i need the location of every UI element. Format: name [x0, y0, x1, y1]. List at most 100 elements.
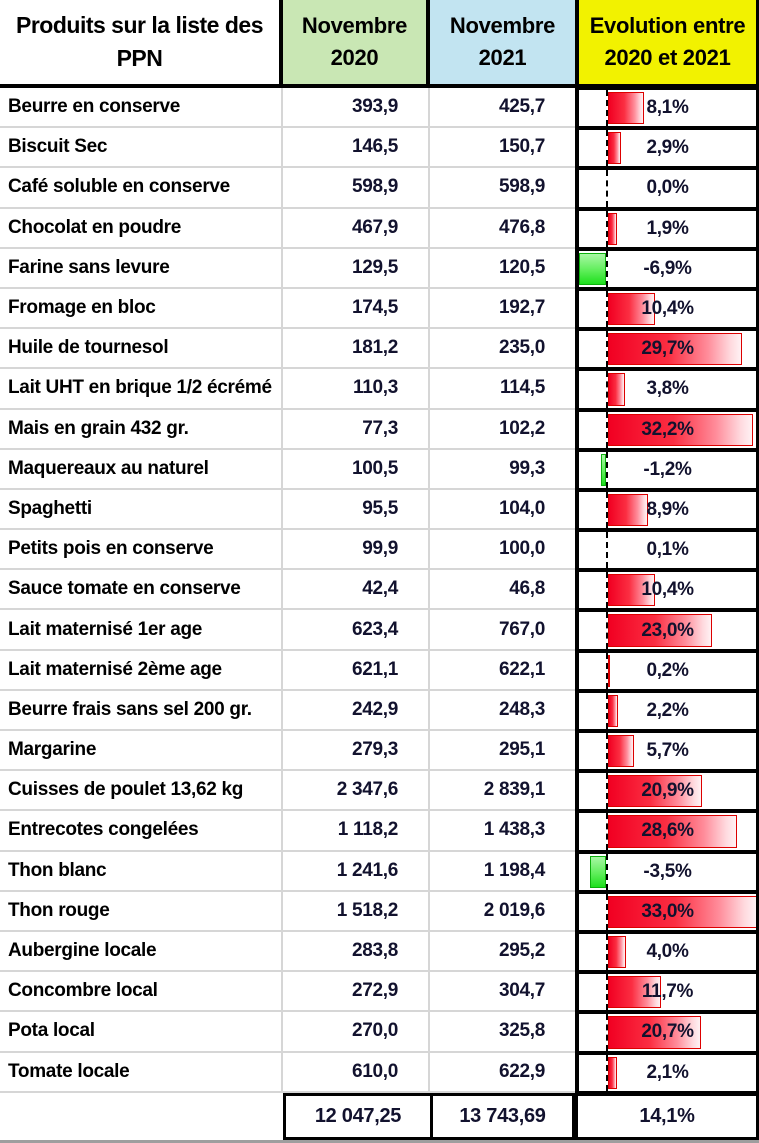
value-2021: 325,8: [430, 1012, 575, 1053]
evolution-bar: [590, 855, 606, 888]
zero-axis-line: [606, 813, 608, 850]
evolution-cell: 2,9%: [575, 128, 759, 169]
evolution-bar: [608, 815, 737, 848]
value-2020: 129,5: [283, 248, 430, 289]
footer-empty-cell: [0, 1092, 283, 1140]
evolution-bar: [608, 92, 644, 125]
evolution-bar: [608, 493, 648, 527]
zero-axis-line: [606, 733, 608, 770]
product-name: Cuisses de poulet 13,62 kg: [0, 771, 283, 812]
value-2020: 110,3: [283, 369, 430, 410]
product-name: Maquereaux au naturel: [0, 449, 283, 490]
value-2021: 295,2: [430, 931, 575, 973]
evolution-value: 0,2%: [646, 659, 689, 681]
zero-axis-line: [606, 250, 608, 287]
table-row: Beurre frais sans sel 200 gr. 242,9 248,…: [0, 690, 759, 731]
evolution-bar: [601, 453, 606, 486]
product-name: Lait maternisé 2ème age: [0, 650, 283, 691]
evolution-cell: -3,5%: [575, 851, 759, 892]
evolution-cell: 1,9%: [575, 208, 759, 249]
evolution-value: -6,9%: [643, 257, 692, 279]
evolution-cell: 32,2%: [575, 409, 759, 450]
evolution-value: 2,9%: [646, 137, 689, 159]
product-name: Thon blanc: [0, 851, 283, 892]
evolution-bar: [608, 574, 655, 607]
zero-axis-line: [606, 652, 608, 689]
value-2020: 146,5: [283, 128, 430, 169]
zero-axis-line: [606, 451, 608, 488]
evolution-bar: [608, 1016, 701, 1049]
zero-axis-line: [606, 612, 608, 649]
evolution-bar: [608, 775, 702, 808]
header-novembre-2021: Novembre 2021: [430, 0, 575, 84]
evolution-bar: [608, 935, 626, 969]
table-body: Beurre en conserve 393,9 425,7 8,1% Bisc…: [0, 88, 759, 1093]
product-name: Aubergine locale: [0, 931, 283, 973]
table-row: Maquereaux au naturel 100,5 99,3 -1,2%: [0, 449, 759, 490]
header-novembre-2020: Novembre 2020: [283, 0, 430, 84]
value-2020: 283,8: [283, 931, 430, 973]
evolution-cell: 8,1%: [575, 88, 759, 129]
value-2020: 174,5: [283, 288, 430, 330]
zero-axis-line: [606, 411, 608, 448]
zero-axis-line: [606, 853, 608, 890]
product-name: Sauce tomate en conserve: [0, 570, 283, 611]
value-2020: 242,9: [283, 690, 430, 731]
product-name: Thon rouge: [0, 891, 283, 932]
evolution-cell: 0,0%: [575, 168, 759, 209]
product-name: Beurre frais sans sel 200 gr.: [0, 690, 283, 731]
evolution-value: 29,7%: [641, 338, 694, 360]
product-name: Pota local: [0, 1012, 283, 1053]
evolution-cell: 20,9%: [575, 771, 759, 812]
evolution-bar: [608, 292, 655, 326]
value-2021: 2 839,1: [430, 771, 575, 812]
value-2021: 99,3: [430, 449, 575, 490]
total-2020: 12 047,25: [283, 1092, 430, 1140]
table-row: Thon rouge 1 518,2 2 019,6 33,0%: [0, 891, 759, 932]
evolution-cell: 23,0%: [575, 610, 759, 651]
evolution-value: 3,8%: [646, 378, 689, 400]
table-row: Fromage en bloc 174,5 192,7 10,4%: [0, 288, 759, 330]
evolution-bar: [608, 654, 610, 687]
zero-axis-line: [606, 692, 608, 729]
zero-axis-line: [606, 290, 608, 328]
evolution-bar: [608, 413, 753, 446]
evolution-cell: 29,7%: [575, 329, 759, 370]
evolution-bar: [608, 333, 742, 366]
table-row: Aubergine locale 283,8 295,2 4,0%: [0, 931, 759, 973]
evolution-value: -3,5%: [643, 860, 692, 882]
evolution-value: 28,6%: [641, 820, 694, 842]
table-row: Mais en grain 432 gr. 77,3 102,2 32,2%: [0, 409, 759, 450]
evolution-bar: [608, 1056, 617, 1089]
value-2021: 120,5: [430, 248, 575, 289]
zero-axis-line: [606, 572, 608, 609]
table-row: Spaghetti 95,5 104,0 8,9%: [0, 489, 759, 531]
evolution-cell: 10,4%: [575, 570, 759, 611]
value-2020: 393,9: [283, 88, 430, 129]
zero-axis-line: [606, 491, 608, 529]
table-row: Concombre local 272,9 304,7 11,7%: [0, 972, 759, 1013]
evolution-cell: 0,1%: [575, 530, 759, 571]
table-row: Lait UHT en brique 1/2 écrémé 110,3 114,…: [0, 369, 759, 410]
value-2020: 100,5: [283, 449, 430, 490]
value-2021: 767,0: [430, 610, 575, 651]
value-2021: 622,9: [430, 1052, 575, 1093]
zero-axis-line: [606, 893, 608, 930]
evolution-value: 10,4%: [641, 298, 694, 320]
value-2020: 621,1: [283, 650, 430, 691]
value-2021: 104,0: [430, 489, 575, 531]
value-2020: 1 518,2: [283, 891, 430, 932]
header-products: Produits sur la liste des PPN: [0, 0, 283, 84]
evolution-bar: [608, 694, 618, 727]
table-row: Petits pois en conserve 99,9 100,0 0,1%: [0, 530, 759, 571]
value-2020: 272,9: [283, 972, 430, 1013]
value-2020: 610,0: [283, 1052, 430, 1093]
value-2020: 1 241,6: [283, 851, 430, 892]
evolution-value: 0,0%: [646, 177, 689, 199]
product-name: Lait UHT en brique 1/2 écrémé: [0, 369, 283, 410]
evolution-cell: 8,9%: [575, 489, 759, 531]
zero-axis-line: [606, 974, 608, 1011]
evolution-bar: [579, 252, 606, 285]
value-2020: 623,4: [283, 610, 430, 651]
evolution-value: 5,7%: [646, 740, 689, 762]
